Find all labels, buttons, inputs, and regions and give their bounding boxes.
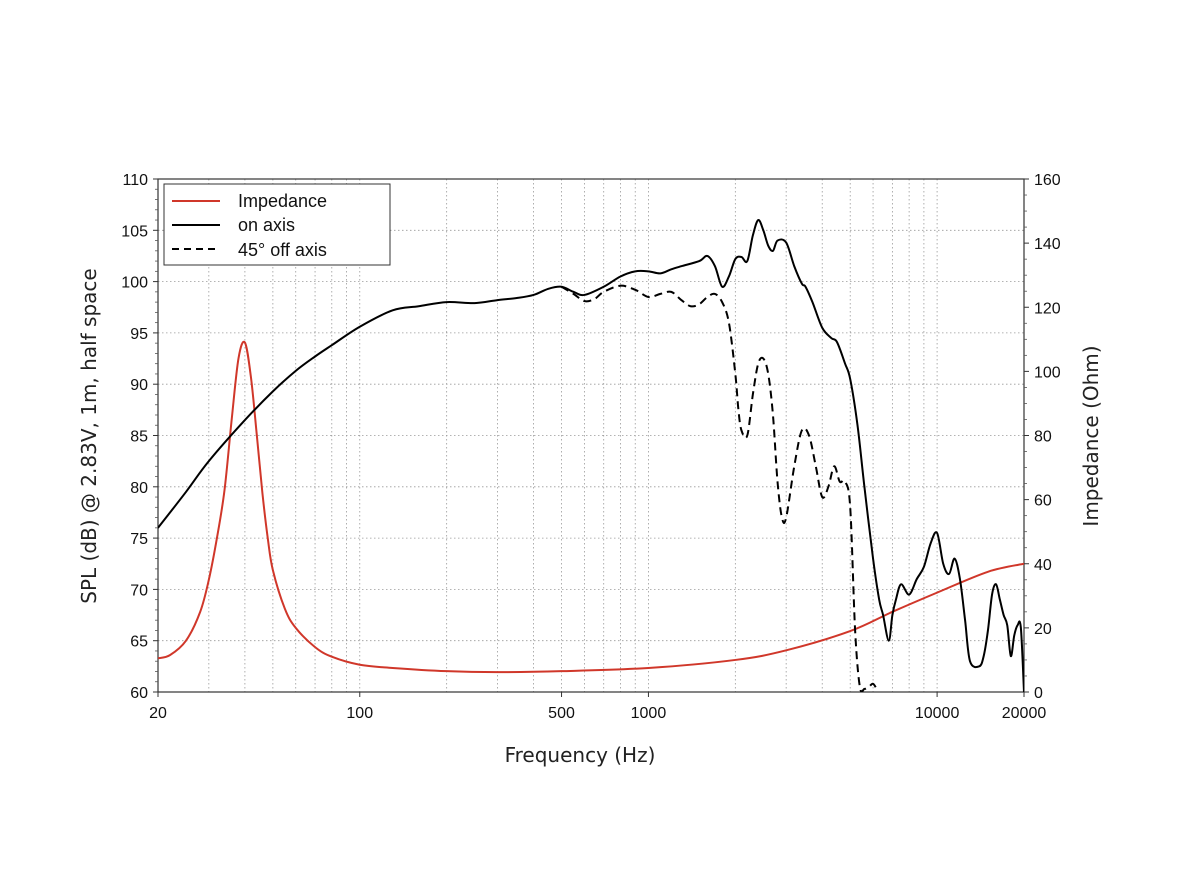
right-y-tick-label: 0 — [1034, 685, 1043, 702]
x-axis-title: Frequency (Hz) — [505, 743, 656, 767]
legend: Impedance on axis 45° off axis — [163, 183, 391, 266]
off-axis-curve — [561, 284, 879, 692]
left-y-axis-title: SPL (dB) @ 2.83V, 1m, half space — [77, 268, 101, 603]
x-tick-label: 100 — [346, 705, 373, 722]
series-layer — [158, 219, 1024, 692]
impedance-curve — [158, 340, 1024, 674]
left-y-tick-label: 105 — [121, 223, 148, 240]
left-y-tick-label: 95 — [130, 326, 148, 343]
right-y-tick-label: 80 — [1034, 429, 1052, 446]
left-y-tick-label: 85 — [130, 429, 148, 446]
left-y-tick-label: 110 — [122, 172, 148, 189]
right-y-tick-label: 100 — [1034, 364, 1061, 381]
left-y-tick-label: 80 — [130, 480, 148, 497]
x-tick-label: 20 — [149, 705, 167, 722]
right-y-tick-label: 60 — [1034, 493, 1052, 510]
on-axis-curve — [158, 219, 1024, 692]
legend-label-on-axis: on axis — [238, 215, 295, 235]
left-y-tick-label: 90 — [130, 377, 148, 394]
right-y-tick-label: 40 — [1034, 557, 1052, 574]
right-y-tick-label: 120 — [1034, 300, 1061, 317]
x-tick-label: 1000 — [631, 705, 667, 722]
left-y-tick-label: 60 — [130, 685, 148, 702]
x-tick-label: 20000 — [1002, 705, 1047, 722]
left-y-tick-label: 75 — [130, 531, 148, 548]
x-tick-label: 500 — [548, 705, 575, 722]
left-y-tick-label: 70 — [130, 582, 148, 599]
left-y-tick-label: 65 — [130, 634, 148, 651]
left-y-axis-ticks: 60 65 70 75 80 85 90 95 100 105 110 — [121, 172, 158, 702]
x-tick-label: 10000 — [915, 705, 960, 722]
legend-label-off-axis: 45° off axis — [238, 240, 327, 260]
x-axis-ticks: 20 100 500 1000 10000 20000 — [149, 692, 1046, 722]
right-y-tick-label: 140 — [1034, 236, 1061, 253]
legend-label-impedance: Impedance — [238, 191, 327, 211]
left-y-tick-label: 100 — [121, 275, 148, 292]
right-y-axis-ticks: 0 20 40 60 80 100 120 140 160 — [1024, 172, 1061, 702]
right-y-axis-title: Impedance (Ohm) — [1079, 345, 1103, 526]
right-y-tick-label: 20 — [1034, 621, 1052, 638]
right-y-tick-label: 160 — [1034, 172, 1061, 189]
